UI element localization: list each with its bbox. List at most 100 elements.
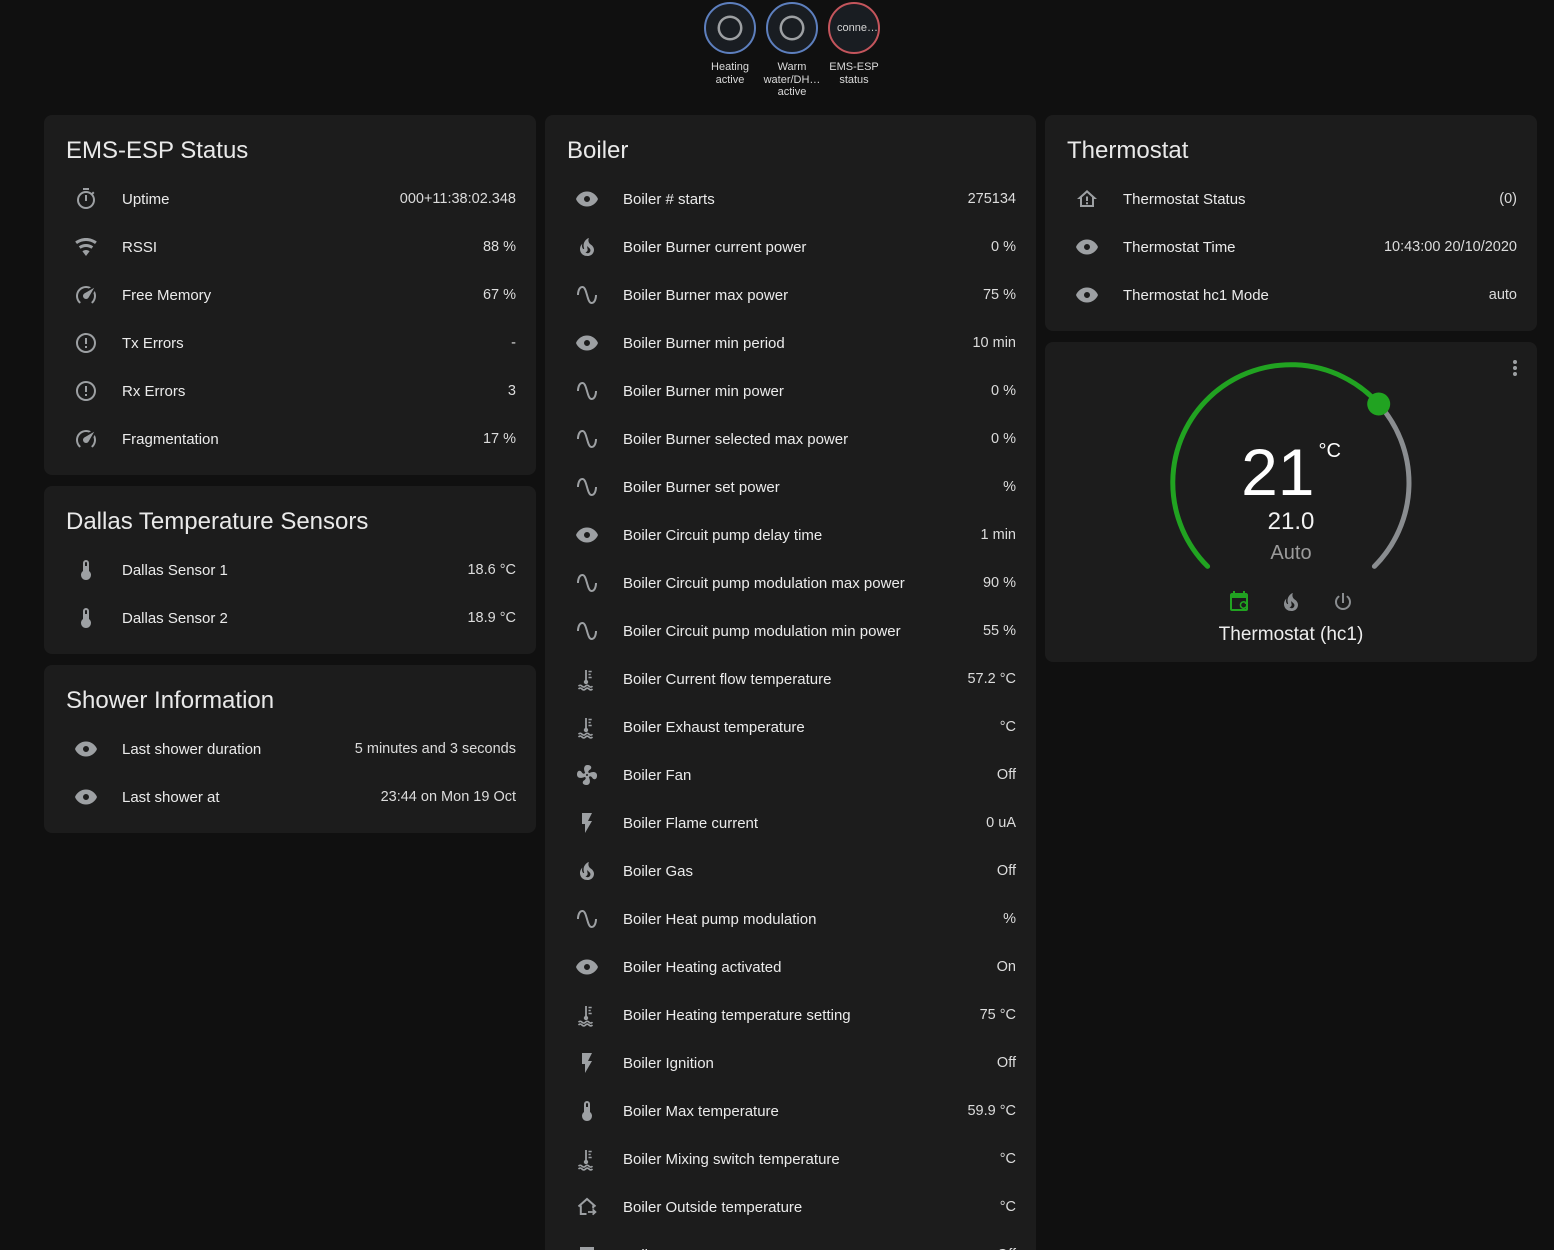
entity-row[interactable]: Boiler Burner current power 0 % xyxy=(561,223,1020,271)
entity-row[interactable]: Boiler Heating activated On xyxy=(561,943,1020,991)
entity-label: Boiler Outside temperature xyxy=(623,1198,803,1216)
entity-row[interactable]: RSSI 88 % xyxy=(60,223,520,271)
calendar-refresh-icon[interactable] xyxy=(1227,590,1251,614)
entity-label: Boiler Circuit pump delay time xyxy=(623,526,823,544)
eye-icon xyxy=(575,331,599,355)
entity-row[interactable]: Thermostat hc1 Mode auto xyxy=(1061,271,1521,319)
home-export-icon xyxy=(575,1195,599,1219)
badge-state-text: conne… xyxy=(837,22,878,34)
entity-row[interactable]: Boiler Fan Off xyxy=(561,751,1020,799)
entity-value: Off xyxy=(996,1055,1016,1071)
fire-icon xyxy=(575,235,599,259)
badge[interactable]: Warm water/DH… active xyxy=(763,2,821,99)
entity-value: 0 uA xyxy=(986,815,1016,831)
entity-row[interactable]: Boiler Burner min power 0 % xyxy=(561,367,1020,415)
entity-row[interactable]: Boiler Heating temperature setting 75 °C xyxy=(561,991,1020,1039)
entity-value: 18.6 °C xyxy=(467,562,516,578)
timer-icon xyxy=(74,187,98,211)
entity-row[interactable]: Fragmentation 17 % xyxy=(60,415,520,463)
entity-row[interactable]: Boiler Current flow temperature 57.2 °C xyxy=(561,655,1020,703)
entity-value: Off xyxy=(997,1247,1016,1250)
alert-circle-icon xyxy=(74,379,98,403)
pump-icon xyxy=(575,1243,599,1250)
entity-row[interactable]: Boiler # starts 275134 xyxy=(561,175,1020,223)
thermometer-icon xyxy=(74,558,98,582)
entity-row[interactable]: Boiler Burner min period 10 min xyxy=(561,319,1020,367)
entity-row[interactable]: Dallas Sensor 1 18.6 °C xyxy=(60,546,520,594)
eye-icon xyxy=(575,187,599,211)
entity-value: (0) xyxy=(1499,191,1517,207)
fire-icon[interactable] xyxy=(1279,590,1303,614)
eye-icon xyxy=(575,955,599,979)
entity-row[interactable]: Boiler Burner selected max power 0 % xyxy=(561,415,1020,463)
entity-row[interactable]: Boiler Ignition Off xyxy=(561,1039,1020,1087)
entity-label: Tx Errors xyxy=(122,334,184,352)
entity-label: Boiler Ignition xyxy=(623,1054,714,1072)
entity-row[interactable]: Dallas Sensor 2 18.9 °C xyxy=(60,594,520,642)
entity-row[interactable]: Last shower duration 5 minutes and 3 sec… xyxy=(60,725,520,773)
entity-label: Boiler Burner current power xyxy=(623,238,807,256)
entity-value: °C xyxy=(999,719,1016,735)
entity-label: Boiler Current flow temperature xyxy=(623,670,832,688)
entity-row[interactable]: Boiler Heat pump modulation % xyxy=(561,895,1020,943)
eye-icon xyxy=(1075,283,1099,307)
entity-value: 1 min xyxy=(980,527,1016,543)
entity-row[interactable]: Boiler Circuit pump modulation max power… xyxy=(561,559,1020,607)
entity-label: Boiler Exhaust temperature xyxy=(623,718,805,736)
entity-row[interactable]: Free Memory 67 % xyxy=(60,271,520,319)
entity-rows: Uptime 000+11:38:02.348 RSSI 88 % Free M… xyxy=(60,175,520,463)
entity-row[interactable]: Boiler Pump Off xyxy=(561,1231,1020,1250)
badge-circle xyxy=(766,2,818,54)
entity-row[interactable]: Boiler Flame current 0 uA xyxy=(561,799,1020,847)
badges-row: Heating active Warm water/DH… active con… xyxy=(701,2,883,99)
current-setpoint: 21.0 xyxy=(1267,508,1315,535)
entity-label: Boiler Mixing switch temperature xyxy=(623,1150,840,1168)
entity-row[interactable]: Boiler Gas Off xyxy=(561,847,1020,895)
entity-label: Last shower duration xyxy=(122,740,262,758)
badge[interactable]: Heating active xyxy=(701,2,759,86)
sine-wave-icon xyxy=(575,283,599,307)
entity-row[interactable]: Boiler Circuit pump modulation min power… xyxy=(561,607,1020,655)
entity-value: °C xyxy=(999,1199,1016,1215)
entity-row[interactable]: Boiler Burner set power % xyxy=(561,463,1020,511)
badge[interactable]: conne… EMS-ESP status xyxy=(825,2,883,86)
entity-label: Boiler Heating activated xyxy=(623,958,782,976)
thermometer-icon xyxy=(575,1099,599,1123)
entity-label: Boiler Max temperature xyxy=(623,1102,779,1120)
eye-icon xyxy=(575,523,599,547)
coolant-thermometer-icon xyxy=(575,1147,599,1171)
entity-rows: Last shower duration 5 minutes and 3 sec… xyxy=(60,725,520,821)
dots-vertical-icon[interactable] xyxy=(1503,356,1527,380)
entity-row[interactable]: Boiler Outside temperature °C xyxy=(561,1183,1020,1231)
entity-rows: Thermostat Status (0) Thermostat Time 10… xyxy=(1061,175,1521,319)
mode-buttons xyxy=(1045,590,1537,614)
sine-wave-icon xyxy=(575,907,599,931)
entity-row[interactable]: Boiler Burner max power 75 % xyxy=(561,271,1020,319)
entity-row[interactable]: Boiler Exhaust temperature °C xyxy=(561,703,1020,751)
power-icon[interactable] xyxy=(1331,590,1355,614)
card-boiler: Boiler Boiler # starts 275134 Boiler Bur… xyxy=(545,115,1036,1250)
entity-row[interactable]: Thermostat Status (0) xyxy=(1061,175,1521,223)
entity-label: Boiler Burner selected max power xyxy=(623,430,849,448)
entity-label: Boiler Flame current xyxy=(623,814,759,832)
entity-row[interactable]: Boiler Mixing switch temperature °C xyxy=(561,1135,1020,1183)
entity-row[interactable]: Tx Errors - xyxy=(60,319,520,367)
dial-handle[interactable] xyxy=(1367,392,1391,416)
entity-row[interactable]: Last shower at 23:44 on Mon 19 Oct xyxy=(60,773,520,821)
gauge-icon xyxy=(74,283,98,307)
entity-row[interactable]: Uptime 000+11:38:02.348 xyxy=(60,175,520,223)
entity-row[interactable]: Boiler Max temperature 59.9 °C xyxy=(561,1087,1020,1135)
entity-value: 000+11:38:02.348 xyxy=(399,191,516,207)
sine-wave-icon xyxy=(575,427,599,451)
entity-row[interactable]: Rx Errors 3 xyxy=(60,367,520,415)
entity-label: Boiler Gas xyxy=(623,862,694,880)
sine-wave-icon xyxy=(575,475,599,499)
entity-row[interactable]: Thermostat Time 10:43:00 20/10/2020 xyxy=(1061,223,1521,271)
entity-value: 88 % xyxy=(482,239,516,255)
gauge-icon xyxy=(74,427,98,451)
entity-value: 75 °C xyxy=(979,1007,1016,1023)
entity-row[interactable]: Boiler Circuit pump delay time 1 min xyxy=(561,511,1020,559)
entity-label: Free Memory xyxy=(122,286,212,304)
coolant-thermometer-icon xyxy=(575,667,599,691)
entity-label: Boiler Circuit pump modulation min power xyxy=(623,622,901,640)
